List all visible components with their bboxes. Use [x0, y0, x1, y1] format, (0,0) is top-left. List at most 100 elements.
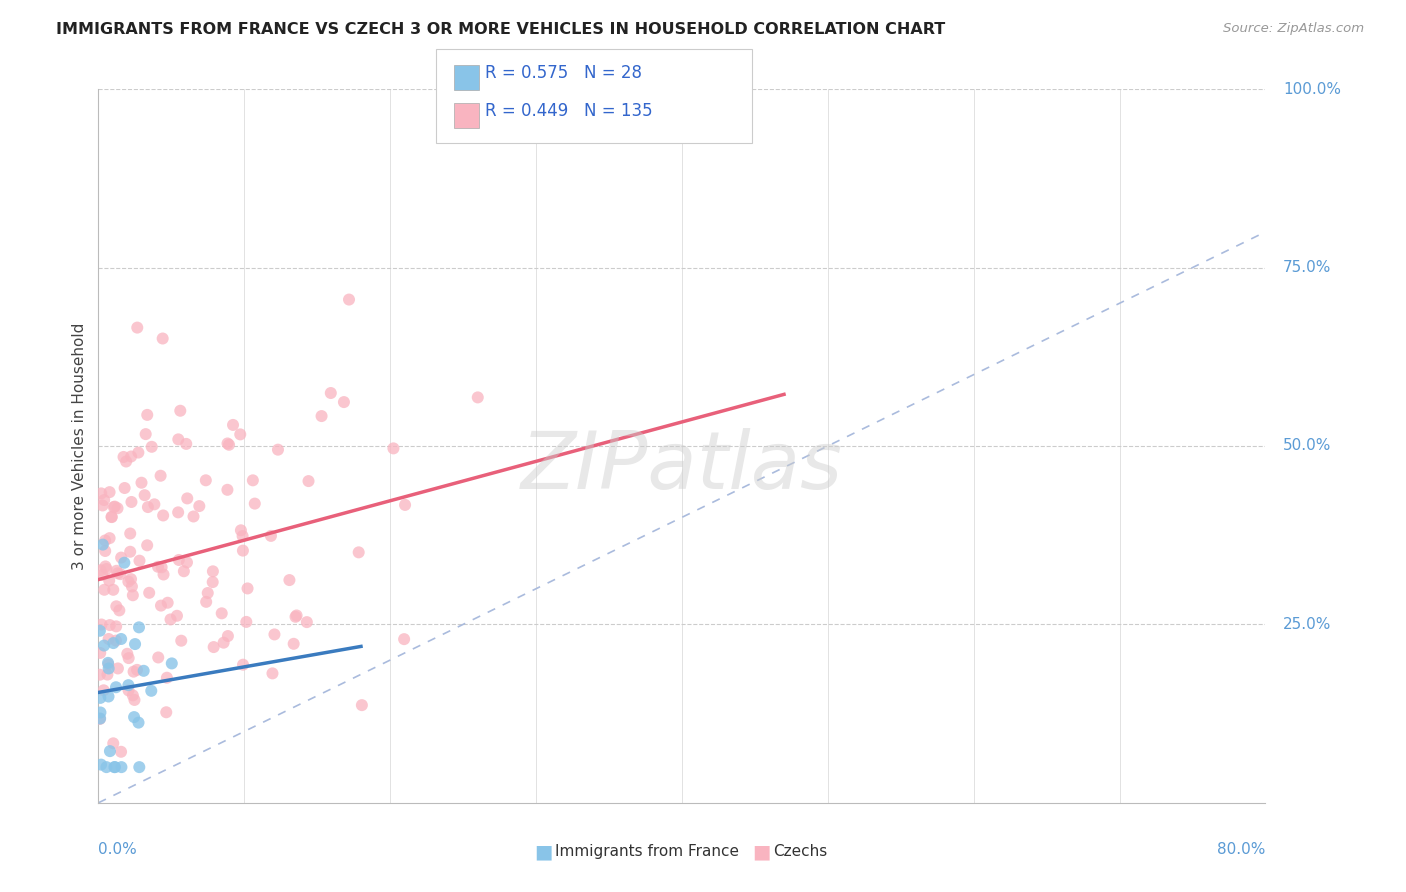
Point	[350, 698, 373, 713]
Point	[110, 745, 132, 759]
Point	[232, 529, 254, 543]
Point	[104, 760, 127, 774]
Point	[118, 651, 141, 665]
Point	[107, 566, 129, 581]
Point	[94, 533, 117, 548]
Point	[201, 575, 224, 590]
Point	[152, 508, 174, 523]
Point	[125, 663, 148, 677]
Point	[100, 510, 122, 524]
Y-axis label: 3 or more Vehicles in Household: 3 or more Vehicles in Household	[72, 322, 87, 570]
Point	[183, 509, 205, 524]
Text: ZIPatlas: ZIPatlas	[520, 428, 844, 507]
Point	[337, 293, 360, 307]
Point	[394, 498, 416, 512]
Point	[110, 567, 132, 582]
Point	[128, 554, 150, 568]
Point	[392, 632, 415, 647]
Point	[128, 620, 150, 634]
Point	[110, 760, 132, 774]
Point	[217, 629, 239, 643]
Point	[91, 499, 114, 513]
Point	[229, 427, 252, 442]
Point	[166, 608, 188, 623]
Point	[194, 473, 217, 487]
Point	[167, 505, 190, 519]
Point	[98, 574, 121, 588]
Point	[112, 450, 135, 464]
Point	[174, 437, 197, 451]
Text: 25.0%: 25.0%	[1282, 617, 1331, 632]
Point	[97, 656, 120, 670]
Point	[124, 693, 146, 707]
Point	[243, 497, 266, 511]
Point	[222, 417, 245, 432]
Point	[347, 545, 370, 559]
Point	[93, 493, 115, 508]
Text: IMMIGRANTS FROM FRANCE VS CZECH 3 OR MORE VEHICLES IN HOUSEHOLD CORRELATION CHAR: IMMIGRANTS FROM FRANCE VS CZECH 3 OR MOR…	[56, 22, 945, 37]
Point	[115, 454, 138, 468]
Point	[89, 706, 111, 720]
Point	[121, 579, 143, 593]
Point	[127, 320, 149, 334]
Point	[176, 555, 198, 569]
Point	[96, 562, 118, 576]
Point	[202, 640, 225, 654]
Text: ■: ■	[534, 842, 553, 862]
Point	[96, 760, 118, 774]
Point	[90, 486, 112, 500]
Point	[90, 563, 112, 577]
Point	[117, 683, 139, 698]
Point	[128, 715, 150, 730]
Point	[98, 531, 121, 545]
Point	[103, 582, 125, 597]
Text: Immigrants from France: Immigrants from France	[555, 845, 740, 859]
Point	[90, 617, 112, 632]
Point	[319, 386, 342, 401]
Point	[295, 615, 318, 629]
Point	[141, 683, 163, 698]
Point	[89, 646, 111, 660]
Point	[131, 475, 153, 490]
Point	[120, 545, 142, 559]
Text: R = 0.449   N = 135: R = 0.449 N = 135	[485, 102, 652, 120]
Point	[242, 473, 264, 487]
Text: 75.0%: 75.0%	[1282, 260, 1331, 275]
Point	[195, 595, 218, 609]
Point	[217, 436, 239, 450]
Point	[152, 331, 174, 345]
Text: 50.0%: 50.0%	[1282, 439, 1331, 453]
Point	[117, 678, 139, 692]
Point	[333, 395, 356, 409]
Point	[156, 671, 179, 685]
Point	[105, 564, 128, 578]
Point	[160, 657, 183, 671]
Text: Czechs: Czechs	[773, 845, 828, 859]
Point	[104, 680, 127, 694]
Point	[236, 582, 259, 596]
Point	[94, 544, 117, 558]
Point	[100, 509, 122, 524]
Point	[107, 661, 129, 675]
Point	[159, 612, 181, 626]
Point	[89, 712, 111, 726]
Point	[110, 632, 132, 646]
Point	[156, 596, 179, 610]
Point	[211, 607, 233, 621]
Point	[263, 627, 285, 641]
Point	[212, 635, 235, 649]
Point	[267, 442, 290, 457]
Point	[103, 500, 125, 514]
Point	[96, 667, 118, 681]
Point	[110, 550, 132, 565]
Point	[98, 618, 121, 632]
Point	[132, 664, 155, 678]
Point	[107, 501, 129, 516]
Text: 80.0%: 80.0%	[1218, 842, 1265, 857]
Point	[143, 497, 166, 511]
Point	[134, 488, 156, 502]
Point	[89, 690, 111, 705]
Point	[108, 603, 131, 617]
Point	[91, 568, 114, 582]
Point	[97, 632, 120, 646]
